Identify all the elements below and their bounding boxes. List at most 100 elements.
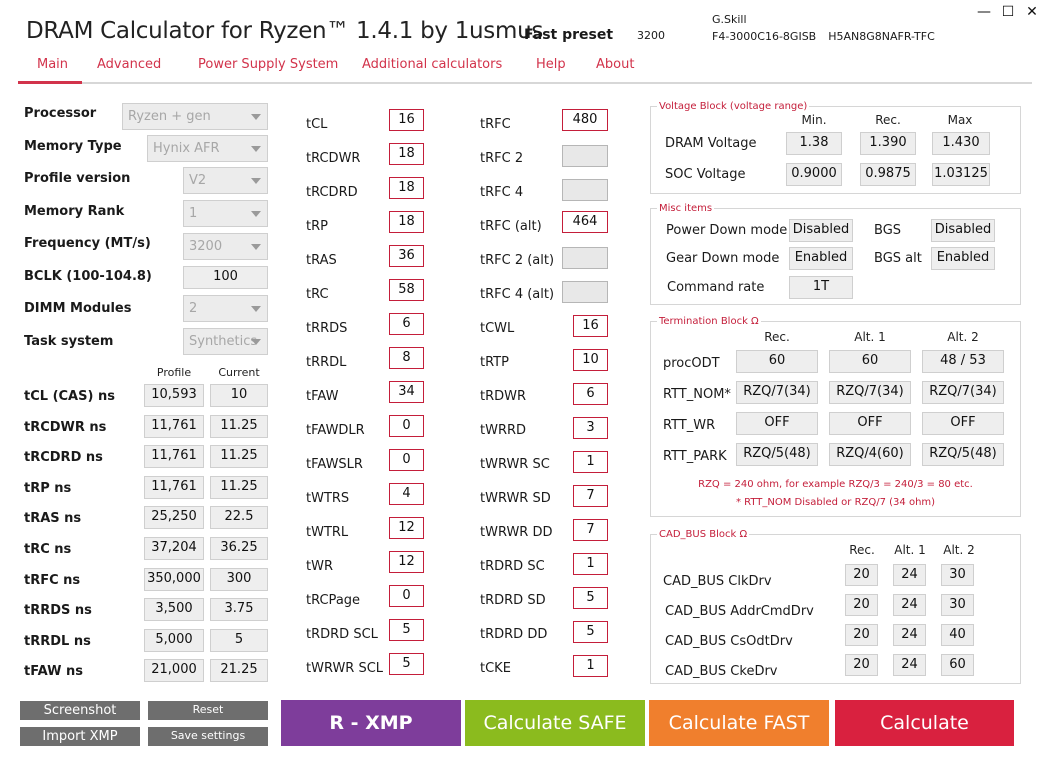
dimm-modules-select[interactable]: 2 <box>183 295 268 322</box>
maximize-button[interactable]: ☐ <box>1001 4 1015 20</box>
timing-value-twtrs[interactable]: 4 <box>389 483 424 505</box>
timing-value-trp[interactable]: 18 <box>389 211 424 233</box>
timing-value-tfawslr[interactable]: 0 <box>389 449 424 471</box>
timing-value-tfawdlr[interactable]: 0 <box>389 415 424 437</box>
timing-value-trrdl[interactable]: 8 <box>389 347 424 369</box>
timing-label-trrds: tRRDS <box>306 321 348 336</box>
termination-alt2-procodt: 48 / 53 <box>922 350 1004 373</box>
command-rate-value[interactable]: 1T <box>789 276 853 299</box>
ns-col-current-header: Current <box>218 366 260 379</box>
timing-value-trcdrd[interactable]: 18 <box>389 177 424 199</box>
import-xmp-button[interactable]: Import XMP <box>20 727 140 746</box>
ns-current-tfaw-ns: 21.25 <box>210 659 268 683</box>
timing-label-tcwl: tCWL <box>480 321 515 336</box>
timing-label-trrdl: tRRDL <box>306 355 347 370</box>
timing-value-trcpage[interactable]: 0 <box>389 585 424 607</box>
memory-type-select[interactable]: Hynix AFR <box>147 135 268 162</box>
command-rate-label: Command rate <box>667 280 765 295</box>
ns-label-trp-ns: tRP ns <box>24 480 72 496</box>
tab-advanced[interactable]: Advanced <box>97 57 162 72</box>
memory-type-label: Memory Type <box>24 139 122 154</box>
r-xmp-button[interactable]: R - XMP <box>281 700 461 746</box>
timing-value-trfc-4-alt[interactable] <box>562 281 608 303</box>
tab-about[interactable]: About <box>596 57 635 72</box>
memory-ic: H5AN8G8NAFR-TFC <box>828 30 935 43</box>
gear-down-label: Gear Down mode <box>666 251 780 266</box>
preset-label: Fast preset <box>524 27 614 43</box>
timing-value-tcl[interactable]: 16 <box>389 109 424 131</box>
tab-main[interactable]: Main <box>37 57 69 72</box>
timing-value-tcwl[interactable]: 16 <box>573 315 608 337</box>
timing-value-trdwr[interactable]: 6 <box>573 383 608 405</box>
timing-value-twrrd[interactable]: 3 <box>573 417 608 439</box>
minimize-button[interactable]: — <box>977 4 991 20</box>
timing-value-twr[interactable]: 12 <box>389 551 424 573</box>
timing-value-twrwr-sd[interactable]: 7 <box>573 485 608 507</box>
timing-value-tcke[interactable]: 1 <box>573 655 608 677</box>
processor-value: Ryzen + gen <box>128 109 211 124</box>
timing-label-trfc-4-alt: tRFC 4 (alt) <box>480 287 555 302</box>
timing-value-trdrd-dd[interactable]: 5 <box>573 621 608 643</box>
cad-bus-alt2-cad-bus-csodtdrv: 40 <box>941 624 974 646</box>
task-system-select[interactable]: Synthetics <box>183 328 268 355</box>
bclk-input[interactable]: 100 <box>183 266 268 289</box>
tab-power-supply-system[interactable]: Power Supply System <box>198 57 339 72</box>
calculate-safe-button[interactable]: Calculate SAFE <box>465 700 645 746</box>
timing-value-twtrl[interactable]: 12 <box>389 517 424 539</box>
cad-bus-label-cad-bus-clkdrv: CAD_BUS ClkDrv <box>663 574 772 589</box>
timing-value-trfc-2-alt[interactable] <box>562 247 608 269</box>
timing-value-tras[interactable]: 36 <box>389 245 424 267</box>
timing-label-twrrd: tWRRD <box>480 423 527 438</box>
calculate-extreme-button[interactable]: Calculate EXTREME <box>835 700 1014 765</box>
timing-label-trcpage: tRCPage <box>306 593 361 608</box>
timing-label-tfaw: tFAW <box>306 389 339 404</box>
bclk-label: BCLK (100-104.8) <box>24 269 152 284</box>
timing-label-trp: tRP <box>306 219 328 234</box>
gear-down-value[interactable]: Enabled <box>789 247 853 270</box>
timing-value-trc[interactable]: 58 <box>389 279 424 301</box>
ns-current-trfc-ns: 300 <box>210 567 268 591</box>
processor-select[interactable]: Ryzen + gen <box>122 103 268 130</box>
timing-value-trcdwr[interactable]: 18 <box>389 143 424 165</box>
cad-bus-alt1-cad-bus-addrcmddrv: 24 <box>893 594 926 616</box>
timing-value-trfc-4[interactable] <box>562 179 608 201</box>
tab-help[interactable]: Help <box>536 57 566 72</box>
bgs-alt-value[interactable]: Enabled <box>931 247 995 270</box>
memory-part-number: F4-3000C16-8GISB <box>712 30 817 43</box>
power-down-value[interactable]: Disabled <box>789 219 853 242</box>
timing-value-trtp[interactable]: 10 <box>573 349 608 371</box>
ns-profile-trc-ns: 37,204 <box>144 537 204 560</box>
cad-bus-alt1-cad-bus-ckedrv: 24 <box>893 654 926 676</box>
timing-value-tfaw[interactable]: 34 <box>389 381 424 403</box>
voltage-block-title: Voltage Block (voltage range) <box>657 101 810 112</box>
termination-alt2-rtt-wr: OFF <box>922 412 1004 435</box>
calculate-fast-button[interactable]: Calculate FAST <box>649 700 829 746</box>
frequency-value: 3200 <box>189 239 223 254</box>
memory-rank-select[interactable]: 1 <box>183 200 268 227</box>
power-down-label: Power Down mode <box>666 223 788 238</box>
ns-profile-trcdrd-ns: 11,761 <box>144 445 204 469</box>
close-button[interactable]: ✕ <box>1026 4 1038 20</box>
timing-value-trfc[interactable]: 480 <box>562 109 608 131</box>
timing-value-trdrd-sd[interactable]: 5 <box>573 587 608 609</box>
frequency-select[interactable]: 3200 <box>183 233 268 260</box>
save-settings-button[interactable]: Save settings <box>148 727 268 746</box>
timing-label-tfawslr: tFAWSLR <box>306 457 363 472</box>
timing-value-twrwr-dd[interactable]: 7 <box>573 519 608 541</box>
ns-current-tras-ns: 22.5 <box>210 506 268 530</box>
screenshot-button[interactable]: Screenshot <box>20 701 140 720</box>
timing-value-twrwr-sc[interactable]: 1 <box>573 451 608 473</box>
tab-additional-calculators[interactable]: Additional calculators <box>362 57 503 72</box>
timing-value-trdrd-scl[interactable]: 5 <box>389 619 424 641</box>
ns-label-trrds-ns: tRRDS ns <box>24 603 92 619</box>
reset-button[interactable]: Reset <box>148 701 268 720</box>
profile-version-select[interactable]: V2 <box>183 167 268 194</box>
timing-value-trrds[interactable]: 6 <box>389 313 424 335</box>
termination-alt1-rtt-nom: RZQ/7(34) <box>829 381 911 404</box>
timing-value-trfc-2[interactable] <box>562 145 608 167</box>
timing-value-trfc-alt[interactable]: 464 <box>562 211 608 233</box>
timing-value-twrwr-scl[interactable]: 5 <box>389 653 424 675</box>
timing-value-trdrd-sc[interactable]: 1 <box>573 553 608 575</box>
profile-version-label: Profile version <box>24 171 131 186</box>
bgs-value[interactable]: Disabled <box>931 219 995 242</box>
